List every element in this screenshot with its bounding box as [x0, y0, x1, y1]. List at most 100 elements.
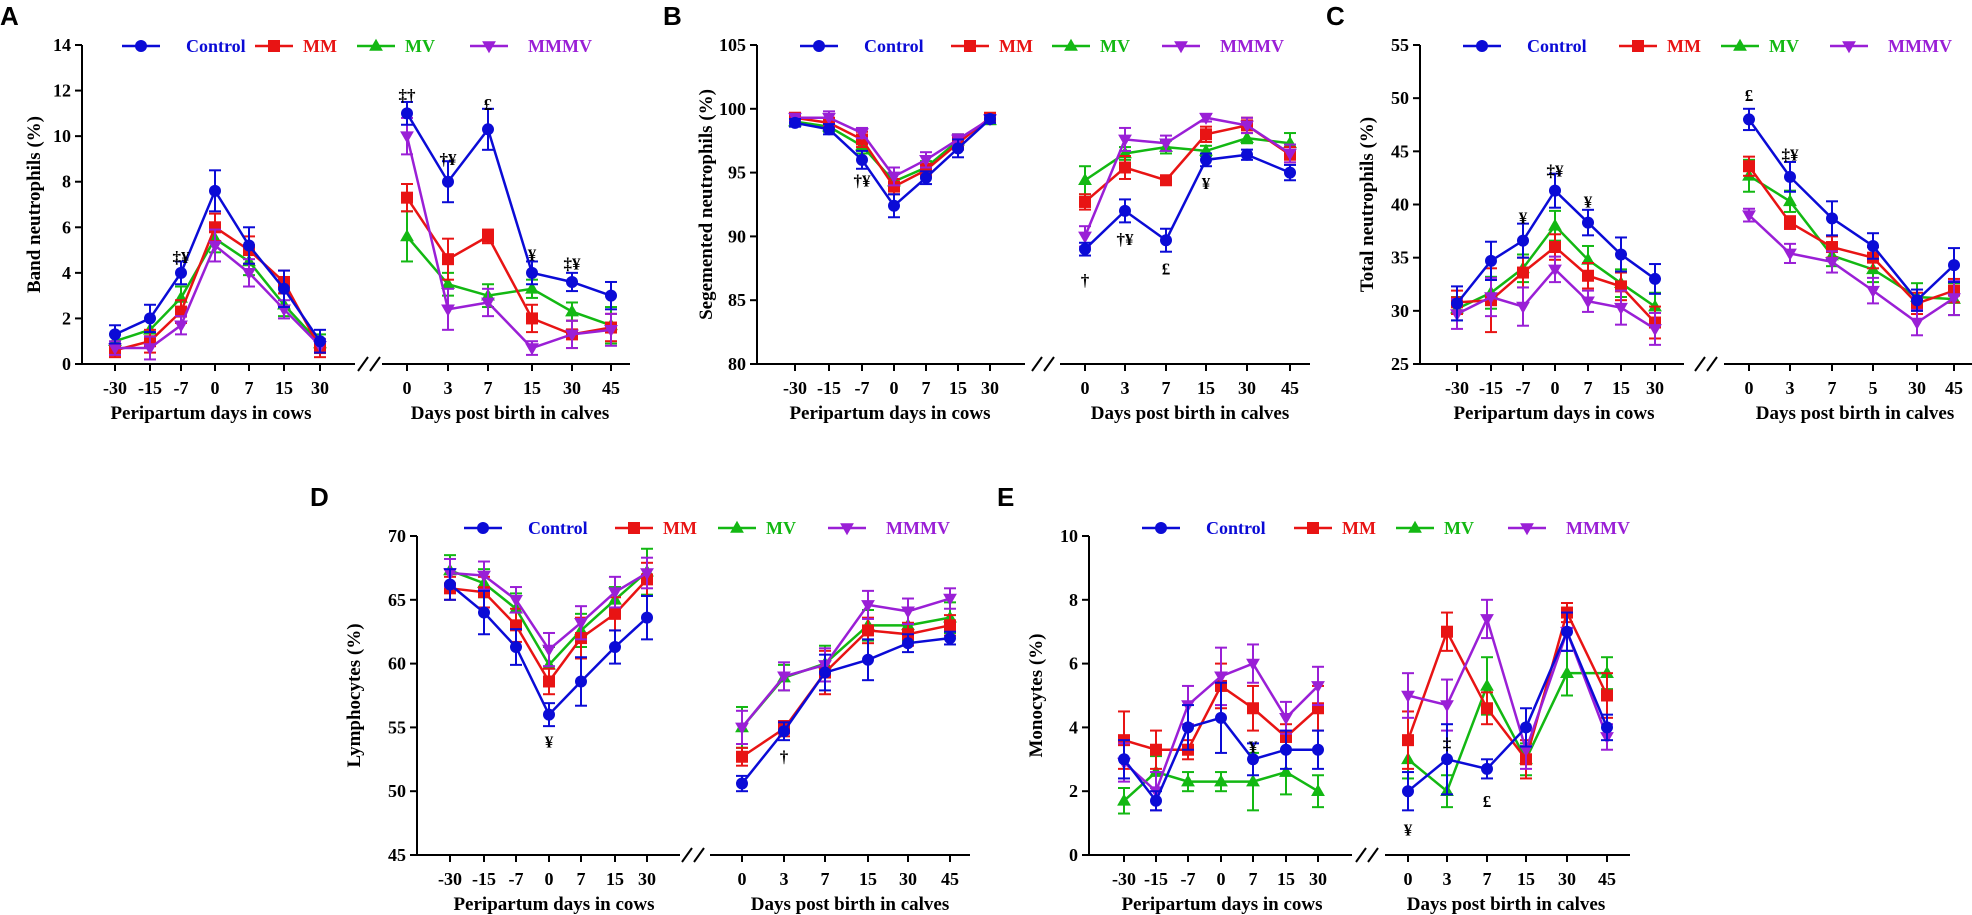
legend-item-mmmv: MMMV [828, 518, 950, 538]
data-point [1615, 248, 1627, 261]
data-point [1079, 195, 1091, 208]
series-mmmv [1450, 255, 1662, 346]
data-point [543, 675, 555, 688]
x-tick-label: -15 [1479, 378, 1503, 398]
x-tick-label: -30 [783, 378, 807, 398]
x-tick-label: 0 [738, 869, 747, 889]
series-line [1084, 153, 1291, 251]
legend-label: Control [186, 36, 246, 56]
panel-b: B 80 85 90 95 100 105 Segemented neutrophils (%… [663, 1, 1310, 424]
data-point [1947, 293, 1961, 306]
data-point [1440, 700, 1454, 713]
x-tick-label: 7 [1483, 869, 1492, 889]
data-point [943, 593, 957, 606]
legend-item-mmmv: MMMV [1162, 36, 1284, 56]
data-point [901, 606, 915, 619]
legend-marker [628, 522, 640, 534]
data-point [1119, 161, 1131, 174]
y-axis-title: Lymphocytes (%) [344, 623, 365, 767]
data-point [1160, 174, 1172, 187]
data-point [575, 675, 587, 688]
data-point [1548, 218, 1562, 231]
significance-mark: ¥ [1404, 820, 1413, 839]
y-axis-title: Total neutrophils (%) [1357, 117, 1378, 292]
x-tick-label: 30 [1309, 869, 1327, 889]
data-point [1516, 301, 1530, 314]
legend-marker [1520, 523, 1534, 536]
x-tick-label: 15 [1612, 378, 1630, 398]
data-point [1910, 317, 1924, 330]
data-point [862, 624, 874, 637]
legend-label: MV [1769, 36, 1799, 56]
x-tick-label: -7 [1181, 869, 1196, 889]
significance-mark: †¥ [440, 150, 458, 169]
y-tick-label: 0 [62, 354, 71, 374]
series-mv [1117, 748, 1325, 815]
data-point [944, 632, 956, 645]
panel-letter: E [997, 482, 1014, 512]
data-point [823, 123, 835, 136]
series-line [741, 636, 951, 785]
data-point [278, 282, 290, 295]
data-point [1581, 252, 1595, 265]
x-tick-label: -30 [1112, 869, 1136, 889]
y-tick-label: 90 [728, 226, 746, 246]
legend-marker [1174, 41, 1188, 54]
x-tick-label: 3 [780, 869, 789, 889]
x-tick-label: 30 [899, 869, 917, 889]
legend-label: MV [1100, 36, 1130, 56]
data-point [510, 641, 522, 654]
legend-marker [369, 38, 383, 51]
x-tick-label: 45 [941, 869, 959, 889]
legend: Control MM MV MMMV [1142, 518, 1630, 538]
data-point [175, 305, 187, 318]
data-point [1867, 239, 1879, 252]
legend: Control MM MV MMMV [122, 36, 592, 56]
significance-mark: † [1081, 271, 1090, 290]
data-point [1181, 774, 1195, 787]
series-line [1407, 628, 1609, 793]
data-point [1649, 272, 1661, 285]
data-point [441, 277, 455, 290]
series-line [406, 235, 612, 327]
segment-cows: -30 -15 -7 0 7 15 30 Peripartum days in cows ¥ [1089, 643, 1352, 915]
series-control [1451, 172, 1661, 322]
legend-label: MMMV [528, 36, 592, 56]
legend-marker [1632, 40, 1644, 52]
y-axis-title: Monocytes (%) [1026, 634, 1047, 758]
data-point [952, 142, 964, 155]
significance-mark: †¥ [1117, 230, 1135, 249]
legend-item-control: Control [122, 36, 246, 56]
data-point [1312, 743, 1324, 756]
data-point [566, 275, 578, 288]
data-point [1284, 166, 1296, 179]
x-tick-label: -7 [1516, 378, 1531, 398]
data-point [243, 239, 255, 252]
data-point [888, 199, 900, 212]
data-point [1280, 743, 1292, 756]
x-tick-label: 30 [563, 378, 581, 398]
x-tick-label: 45 [1281, 378, 1299, 398]
legend-marker [482, 41, 496, 54]
series-mmmv [400, 116, 618, 356]
legend-marker [268, 40, 280, 52]
legend-label: MM [1667, 36, 1701, 56]
data-point [1078, 231, 1092, 244]
y-tick-label: 40 [1391, 195, 1409, 215]
series-mv [735, 601, 957, 749]
data-point [609, 641, 621, 654]
data-point [604, 325, 618, 338]
x-tick-label: 0 [1217, 869, 1226, 889]
significance-mark: ‡† [399, 86, 417, 105]
y-tick-label: 25 [1391, 354, 1409, 374]
data-point [109, 328, 121, 341]
data-point [1517, 234, 1529, 247]
x-tick-label: 45 [1945, 378, 1963, 398]
series-mm [109, 212, 326, 359]
x-tick-label: 15 [1517, 869, 1535, 889]
segment-calves: 0 3 7 15 30 45 Days post birth in calves ¥ ‡ £ [1385, 598, 1630, 915]
data-point [608, 587, 622, 600]
legend-item-mv: MV [357, 36, 435, 56]
data-point [1402, 785, 1414, 798]
